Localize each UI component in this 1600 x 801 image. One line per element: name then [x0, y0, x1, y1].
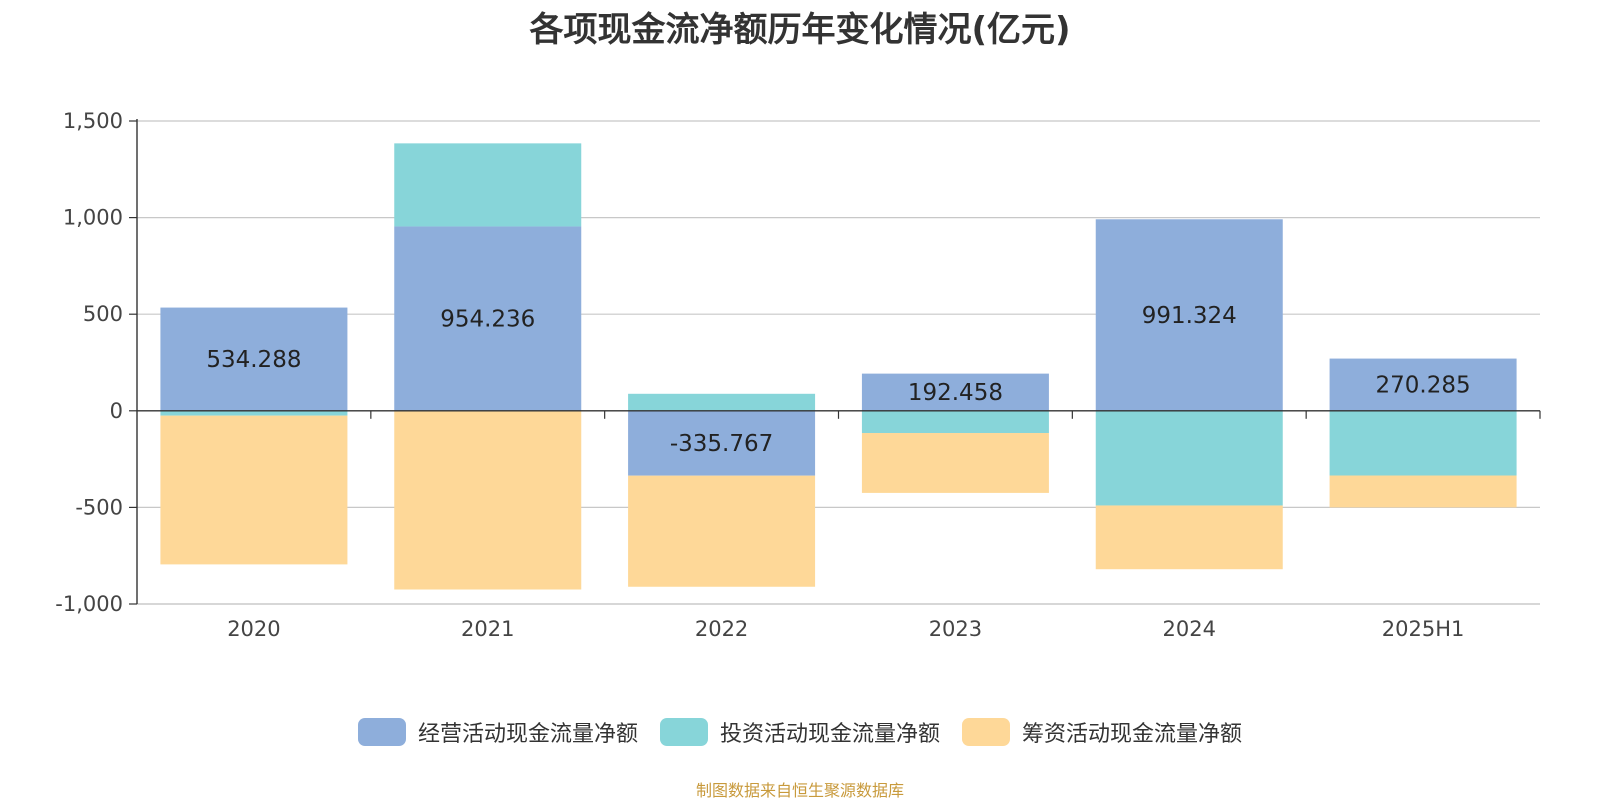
bar-financing-2024[interactable] [1095, 505, 1283, 570]
data-label-operating-2024: 991.324 [1142, 303, 1237, 329]
bar-financing-2022[interactable] [628, 475, 816, 587]
y-tick-label: -1,000 [55, 592, 123, 616]
y-tick-label: 1,500 [63, 109, 123, 133]
legend-item-financing[interactable]: 筹资活动现金流量净额 [962, 716, 1242, 748]
legend-label-investing: 投资活动现金流量净额 [719, 722, 940, 747]
y-tick-label: 0 [110, 399, 123, 423]
axes: 1,500 1,000 500 0 -500 -1,000 2020 2021 2022 2023… [55, 109, 1541, 641]
bars [160, 143, 1517, 590]
data-labels: 534.288 954.236 -335.767 192.458 991.324 270.… [206, 303, 1470, 457]
bar-operating-2020[interactable] [160, 307, 348, 411]
bar-operating-2022[interactable] [628, 410, 816, 476]
bar-investing-2021[interactable] [394, 143, 582, 227]
y-tick-label: -500 [75, 495, 123, 519]
x-tick-label: 2025H1 [1382, 617, 1465, 641]
bar-investing-2023[interactable] [861, 410, 1049, 434]
source-note: 制图数据来自恒生聚源数据库 [695, 781, 904, 800]
data-label-operating-2022: -335.767 [670, 431, 773, 457]
legend: 经营活动现金流量净额 投资活动现金流量净额 筹资活动现金流量净额 [0, 716, 1600, 748]
legend-label-financing: 筹资活动现金流量净额 [1022, 722, 1243, 747]
bar-investing-2022[interactable] [628, 393, 816, 411]
x-tick-label: 2023 [929, 617, 982, 641]
bar-financing-2025H1[interactable] [1329, 475, 1517, 508]
stacked-bar-chart: 1,500 1,000 500 0 -500 -1,000 2020 2021 2022 2023… [55, 109, 1541, 641]
bar-investing-2024[interactable] [1095, 410, 1283, 506]
legend-item-operating[interactable]: 经营活动现金流量净额 [357, 716, 638, 748]
bar-financing-2021[interactable] [394, 410, 582, 590]
data-label-operating-2020: 534.288 [206, 347, 301, 373]
legend-label-operating: 经营活动现金流量净额 [417, 722, 638, 747]
data-label-operating-2021: 954.236 [440, 307, 535, 333]
legend-item-investing[interactable]: 投资活动现金流量净额 [659, 716, 940, 748]
x-tick-label: 2020 [227, 617, 280, 641]
y-tick-label: 1,000 [63, 206, 123, 230]
bar-operating-2021[interactable] [394, 226, 582, 411]
gridlines [137, 120, 1540, 605]
x-tick-label: 2022 [695, 617, 748, 641]
legend-swatch-operating [357, 718, 406, 746]
legend-swatch-investing [659, 718, 708, 746]
bar-investing-2025H1[interactable] [1329, 410, 1517, 476]
legend-swatch-financing [962, 718, 1010, 746]
chart-title: 各项现金流净额历年变化情况(亿元) [529, 10, 1071, 50]
data-label-operating-2025H1: 270.285 [1376, 373, 1471, 399]
x-tick-label: 2021 [461, 617, 514, 641]
bar-financing-2023[interactable] [861, 433, 1049, 493]
bar-operating-2023[interactable] [861, 373, 1049, 411]
x-tick-label: 2024 [1163, 617, 1216, 641]
y-tick-label: 500 [83, 302, 123, 326]
bar-operating-2024[interactable] [1095, 219, 1283, 411]
bar-operating-2025H1[interactable] [1329, 358, 1517, 411]
data-label-operating-2023: 192.458 [908, 380, 1003, 406]
bar-investing-2020[interactable] [160, 410, 348, 416]
bar-financing-2020[interactable] [160, 415, 348, 565]
